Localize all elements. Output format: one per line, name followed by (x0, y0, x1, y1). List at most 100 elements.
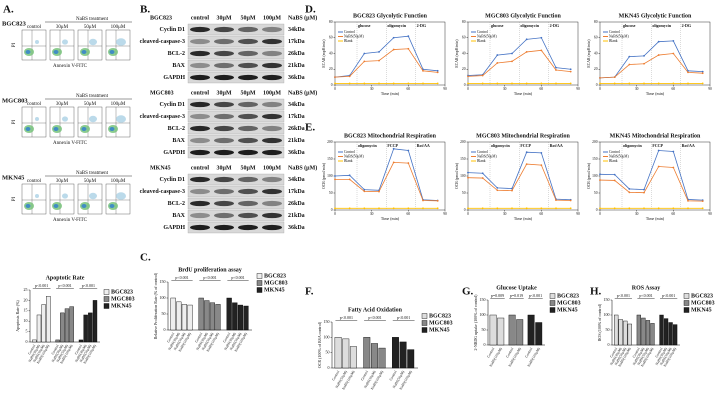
point (496, 189, 499, 192)
y-tick-label: 100 (604, 312, 610, 317)
y-tick-label: 150 (604, 297, 610, 302)
point (569, 68, 572, 71)
dose-label: control (27, 102, 42, 107)
point (363, 207, 366, 210)
blot-band (238, 74, 258, 81)
y-axis-label: OCR (pmol/min) (455, 162, 459, 189)
x-tick-label: Control (486, 347, 495, 359)
x-axis-label: Time (min) (514, 91, 533, 96)
bar (623, 320, 628, 346)
point (701, 200, 704, 203)
annotation: glucose (491, 23, 504, 28)
point (628, 191, 631, 194)
cell-cloud (109, 204, 115, 208)
y-tick-label: 100 (160, 295, 166, 300)
blot-band (190, 176, 210, 183)
blot-strip (187, 110, 285, 123)
blot-strip (187, 47, 285, 60)
significance: p<0.001 (175, 275, 188, 280)
x-axis-label: Time (min) (381, 91, 400, 96)
protein-kda: 17kDa (288, 189, 305, 195)
series-line (334, 148, 438, 201)
protein-name: GAPDH (163, 75, 185, 81)
protein-kda: 21kDa (288, 213, 305, 219)
bar (46, 296, 51, 343)
legend-label: MKN45 (557, 307, 578, 313)
y-tick-label: 100 (327, 174, 333, 178)
point (525, 207, 528, 210)
x-tick-label: 90 (443, 212, 447, 216)
significance: p<0.001 (397, 315, 410, 320)
legend-label: MKN45 (429, 327, 450, 333)
y-axis-label: ECAR (mpH/min) (587, 39, 591, 68)
y-tick-label: 80 (462, 20, 466, 24)
blot-band (262, 224, 282, 231)
bar (198, 297, 204, 331)
point (643, 82, 645, 85)
y-axis-label: OCR (pmol/min) (587, 162, 591, 189)
legend-label: BGC823 (429, 313, 451, 319)
point (657, 40, 660, 43)
series-line (467, 163, 571, 201)
blot-band (238, 125, 258, 132)
annotation: FCCP (520, 143, 531, 148)
protein-kda: 17kDa (288, 114, 305, 120)
point (613, 207, 616, 210)
bar (535, 322, 543, 346)
panel-label: B. (140, 4, 150, 16)
x-tick-label: Control (360, 370, 369, 382)
blot-strip (187, 122, 285, 135)
blot-band (190, 188, 210, 195)
significance: p<0.001 (639, 293, 652, 298)
point (407, 207, 410, 210)
legend-swatch (683, 293, 690, 299)
series-line (467, 151, 571, 201)
legend-label: NaBS(50μM) (344, 34, 364, 38)
point (407, 82, 410, 85)
blot-dose: 50μM (240, 15, 255, 21)
point (657, 82, 660, 85)
blot-band (262, 125, 282, 132)
series-line (334, 35, 438, 78)
point (643, 54, 645, 57)
legend-swatch (549, 300, 556, 306)
flow-plot (49, 29, 75, 61)
blot-strip (187, 23, 285, 36)
blot-strip (187, 35, 285, 48)
y-tick-label: 20 (594, 67, 598, 71)
legend-label: Control (477, 30, 488, 34)
y-tick-label: 80 (329, 20, 333, 24)
point (599, 173, 601, 176)
x-axis-label: Time (min) (514, 216, 533, 221)
blot-band (214, 26, 234, 33)
bar (349, 346, 357, 369)
blot-band (238, 188, 258, 195)
point (643, 191, 645, 194)
annotation: 2-DG (682, 23, 691, 28)
point (540, 151, 543, 154)
y-tick-label: 80 (594, 20, 598, 24)
point (628, 55, 631, 58)
blot-band (190, 212, 210, 219)
flow-plot (21, 106, 47, 138)
point (540, 36, 543, 39)
point (496, 207, 499, 210)
blot-band (262, 188, 282, 195)
point (467, 82, 469, 85)
protein-kda: 34kDa (288, 102, 305, 108)
cell-cloud (81, 127, 87, 131)
y-tick-label: 0 (608, 342, 610, 347)
point (467, 207, 469, 210)
bar (378, 347, 386, 369)
dose-label: 30μM (56, 179, 69, 184)
point (467, 75, 469, 78)
legend-label: MKN45 (264, 287, 285, 293)
bar (41, 304, 46, 343)
point (348, 174, 351, 177)
cell-cloud (89, 192, 97, 200)
point (481, 74, 484, 77)
protein-name: cleaved-caspase-3 (140, 39, 185, 45)
annotation: oligomycin (520, 23, 539, 28)
flow-plot (77, 183, 103, 215)
panel-label: H. (590, 286, 602, 298)
